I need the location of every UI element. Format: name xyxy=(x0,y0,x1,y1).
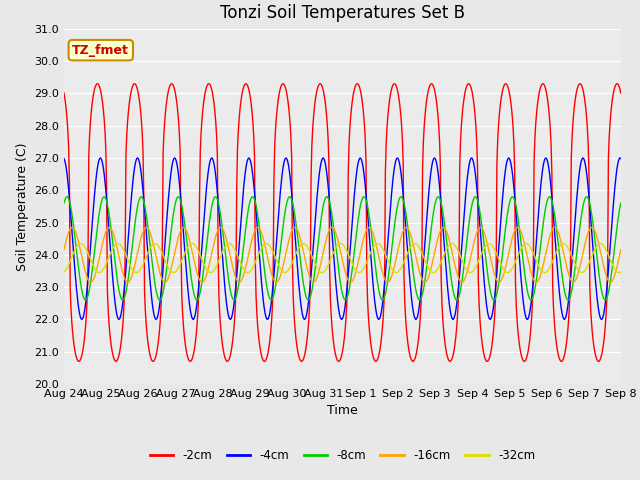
-4cm xyxy=(186,301,193,307)
Line: -16cm: -16cm xyxy=(64,228,621,282)
-8cm xyxy=(127,251,135,256)
-16cm xyxy=(384,279,392,285)
-4cm xyxy=(70,256,78,262)
-8cm xyxy=(60,200,68,206)
-16cm xyxy=(365,225,373,230)
-32cm xyxy=(70,249,78,255)
-2cm xyxy=(168,81,175,86)
-2cm xyxy=(186,359,194,364)
-8cm xyxy=(426,233,434,239)
Line: -2cm: -2cm xyxy=(64,84,621,361)
-4cm xyxy=(78,316,86,322)
-32cm xyxy=(411,240,419,246)
-32cm xyxy=(428,269,436,275)
-2cm xyxy=(70,342,78,348)
-16cm xyxy=(60,247,68,252)
Line: -8cm: -8cm xyxy=(64,197,621,300)
Legend: -2cm, -4cm, -8cm, -16cm, -32cm: -2cm, -4cm, -8cm, -16cm, -32cm xyxy=(145,444,540,467)
-2cm xyxy=(428,81,436,87)
-16cm xyxy=(127,275,135,280)
-32cm xyxy=(617,269,625,275)
-4cm xyxy=(617,156,625,161)
Line: -4cm: -4cm xyxy=(64,158,621,319)
-2cm xyxy=(60,90,68,96)
-16cm xyxy=(412,252,419,258)
-2cm xyxy=(215,292,223,298)
Text: TZ_fmet: TZ_fmet xyxy=(72,44,129,57)
-4cm xyxy=(60,156,68,161)
-32cm xyxy=(184,244,192,250)
-8cm xyxy=(214,196,221,202)
-16cm xyxy=(70,226,78,232)
-4cm xyxy=(412,316,419,322)
-16cm xyxy=(617,247,625,252)
-32cm xyxy=(412,241,419,247)
-2cm xyxy=(412,354,419,360)
-4cm xyxy=(97,155,104,161)
-16cm xyxy=(184,232,192,238)
-8cm xyxy=(546,194,554,200)
-8cm xyxy=(410,276,418,282)
-32cm xyxy=(60,269,68,275)
-16cm xyxy=(428,262,436,268)
Title: Tonzi Soil Temperatures Set B: Tonzi Soil Temperatures Set B xyxy=(220,4,465,22)
-2cm xyxy=(617,90,625,96)
Y-axis label: Soil Temperature (C): Soil Temperature (C) xyxy=(16,142,29,271)
-4cm xyxy=(215,207,223,213)
-32cm xyxy=(127,265,135,271)
-2cm xyxy=(127,87,135,93)
-4cm xyxy=(129,178,137,184)
-16cm xyxy=(214,228,221,234)
X-axis label: Time: Time xyxy=(327,405,358,418)
-8cm xyxy=(527,297,535,303)
Line: -32cm: -32cm xyxy=(64,243,621,273)
-2cm xyxy=(185,357,193,363)
-32cm xyxy=(214,261,221,267)
-8cm xyxy=(617,200,625,206)
-4cm xyxy=(428,163,436,168)
-8cm xyxy=(70,227,78,233)
-32cm xyxy=(392,270,400,276)
-8cm xyxy=(184,248,192,254)
